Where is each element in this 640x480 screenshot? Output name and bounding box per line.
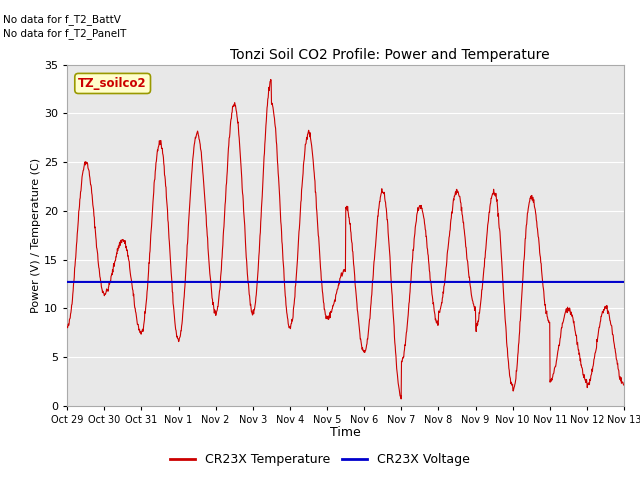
Legend: CR23X Temperature, CR23X Voltage: CR23X Temperature, CR23X Voltage [164,448,476,471]
Text: No data for f_T2_PanelT: No data for f_T2_PanelT [3,28,127,39]
Text: No data for f_T2_BattV: No data for f_T2_BattV [3,13,121,24]
Title: Tonzi Soil CO2 Profile: Power and Temperature: Tonzi Soil CO2 Profile: Power and Temper… [230,48,550,62]
Text: TZ_soilco2: TZ_soilco2 [78,77,147,90]
Y-axis label: Power (V) / Temperature (C): Power (V) / Temperature (C) [31,157,41,313]
X-axis label: Time: Time [330,426,361,439]
